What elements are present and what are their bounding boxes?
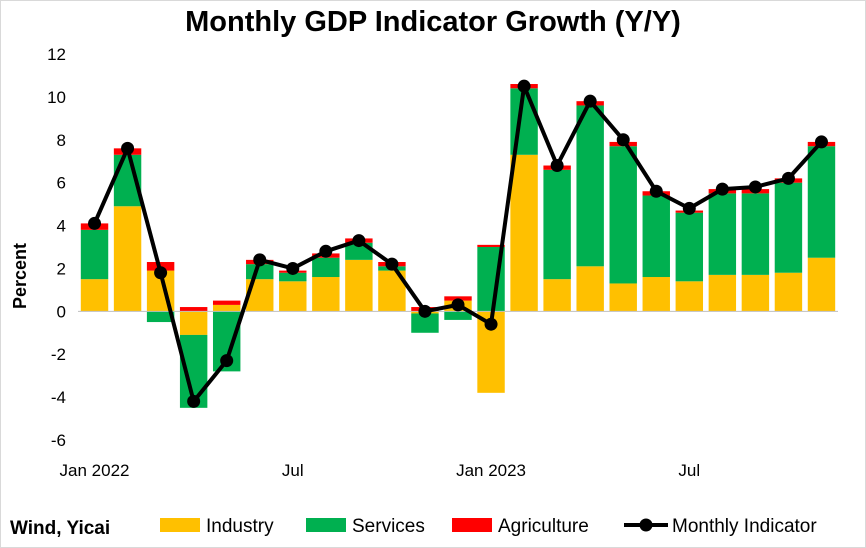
source-note: Wind, Yicai bbox=[10, 518, 111, 539]
monthly-indicator-point bbox=[484, 317, 498, 331]
bar-segment-services bbox=[609, 146, 637, 284]
bar-segment-services bbox=[246, 264, 274, 280]
bar-segment-services bbox=[741, 193, 770, 275]
bar-segment-services bbox=[543, 169, 571, 280]
legend-swatch bbox=[452, 518, 492, 532]
bar-segment-industry bbox=[179, 311, 208, 335]
y-tick-label: 12 bbox=[47, 45, 66, 64]
x-tick-label: Jul bbox=[282, 461, 304, 480]
monthly-indicator-point bbox=[649, 184, 663, 198]
bar-segment-services bbox=[642, 195, 670, 278]
bar-segment-industry bbox=[543, 279, 571, 312]
line-series bbox=[88, 79, 828, 408]
bar-segment-services bbox=[444, 311, 472, 320]
monthly-indicator-point bbox=[682, 201, 696, 215]
monthly-indicator-point bbox=[814, 135, 828, 149]
y-tick-label: -4 bbox=[51, 388, 66, 407]
bar-segment-industry bbox=[576, 266, 604, 312]
bar-segment-industry bbox=[279, 281, 307, 312]
x-tick-label: Jan 2023 bbox=[456, 461, 526, 480]
bar-segment-industry bbox=[113, 206, 142, 312]
legend: Industry Services Agriculture Monthly Indic… bbox=[160, 516, 817, 537]
bar-segment-industry bbox=[807, 257, 836, 312]
monthly-indicator-point bbox=[583, 94, 597, 108]
legend-swatch bbox=[160, 518, 200, 532]
monthly-indicator-point bbox=[385, 257, 399, 271]
bar-segment-agriculture bbox=[179, 307, 208, 312]
bar-segment-industry bbox=[312, 277, 340, 312]
x-tick-label: Jan 2022 bbox=[60, 461, 130, 480]
y-axis-label: Percent bbox=[10, 243, 30, 309]
bar-segment-services bbox=[708, 193, 737, 275]
y-tick-label: 8 bbox=[57, 131, 66, 150]
bar-segment-services bbox=[576, 105, 604, 267]
y-axis-tick-labels: -6 -4 -2 0 2 4 6 8 10 12 bbox=[47, 45, 66, 450]
y-tick-label: 2 bbox=[57, 259, 66, 278]
monthly-indicator-point bbox=[550, 159, 564, 173]
bar-segment-services bbox=[675, 212, 704, 282]
legend-swatch bbox=[306, 518, 346, 532]
legend-label: Services bbox=[352, 516, 425, 537]
monthly-indicator-point bbox=[715, 182, 729, 196]
bar-segment-services bbox=[279, 272, 307, 282]
monthly-indicator-point bbox=[319, 244, 333, 258]
bar-segment-industry bbox=[708, 274, 737, 312]
monthly-indicator-point bbox=[286, 261, 300, 275]
monthly-indicator-point bbox=[187, 394, 201, 408]
bar-series bbox=[80, 84, 836, 408]
legend-label: Agriculture bbox=[498, 516, 589, 537]
bar-segment-industry bbox=[774, 272, 803, 312]
monthly-indicator-point bbox=[352, 234, 366, 248]
monthly-indicator-point bbox=[781, 171, 795, 185]
chart-title: Monthly GDP Indicator Growth (Y/Y) bbox=[185, 6, 681, 38]
y-tick-label: 4 bbox=[57, 217, 66, 236]
bar-segment-industry bbox=[609, 283, 637, 312]
y-tick-label: 6 bbox=[57, 174, 66, 193]
monthly-indicator-point bbox=[121, 141, 135, 155]
y-tick-label: 0 bbox=[57, 302, 66, 321]
y-tick-label: 10 bbox=[47, 88, 66, 107]
legend-label: Monthly Indicator bbox=[672, 516, 817, 537]
bar-segment-services bbox=[807, 146, 836, 258]
bar-segment-industry bbox=[345, 259, 373, 312]
monthly-indicator-point bbox=[451, 298, 465, 312]
y-tick-label: -2 bbox=[51, 345, 66, 364]
bar-segment-industry bbox=[642, 277, 670, 312]
bar-segment-industry bbox=[675, 281, 704, 312]
bar-segment-industry bbox=[212, 304, 241, 312]
x-axis-ticks: Jan 2022 Jul Jan 2023 Jul bbox=[60, 461, 701, 480]
x-tick-label: Jul bbox=[678, 461, 700, 480]
legend-label: Industry bbox=[206, 516, 274, 537]
bar-segment-services bbox=[146, 311, 175, 323]
y-tick-label: -6 bbox=[51, 431, 66, 450]
monthly-indicator-point bbox=[748, 180, 762, 194]
monthly-indicator-point bbox=[517, 79, 531, 93]
bar-segment-services bbox=[80, 229, 109, 280]
bar-segment-services bbox=[312, 257, 340, 278]
monthly-indicator-point bbox=[418, 304, 432, 318]
bar-segment-industry bbox=[80, 279, 109, 312]
bar-segment-industry bbox=[741, 274, 770, 312]
monthly-indicator-point bbox=[253, 253, 267, 267]
bar-segment-agriculture bbox=[212, 300, 241, 305]
legend-swatch-marker bbox=[639, 518, 653, 532]
bar-segment-services bbox=[411, 313, 439, 333]
monthly-indicator-point bbox=[220, 354, 234, 368]
monthly-indicator-point bbox=[88, 216, 102, 230]
bar-segment-agriculture bbox=[477, 244, 505, 247]
bar-segment-services bbox=[774, 182, 803, 273]
bar-segment-industry bbox=[510, 154, 538, 312]
monthly-indicator-point bbox=[154, 266, 168, 280]
monthly-indicator-point bbox=[616, 133, 630, 147]
